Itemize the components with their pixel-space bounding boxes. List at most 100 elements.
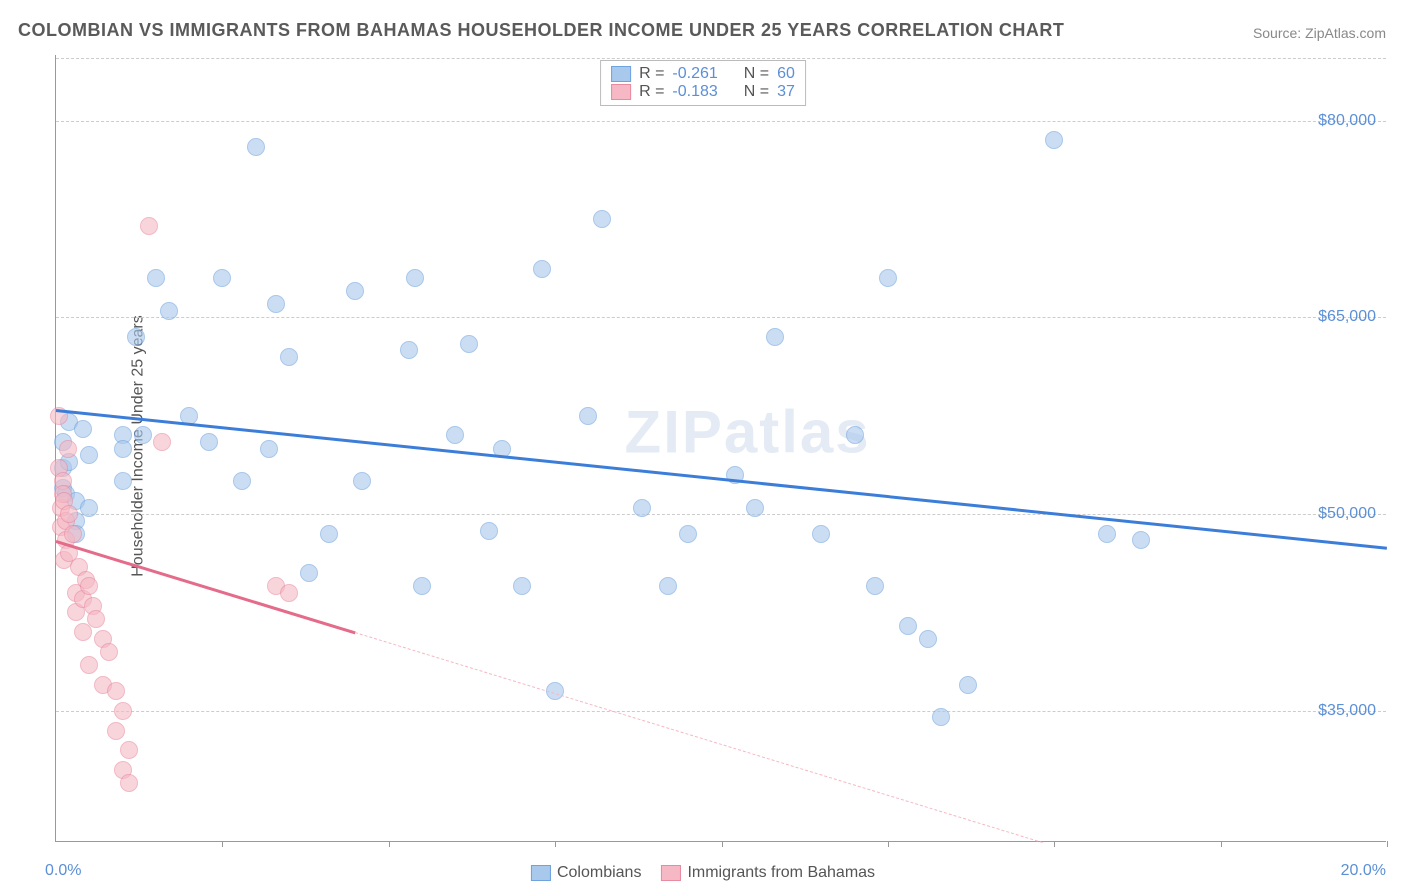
scatter-point [413, 577, 431, 595]
scatter-point [80, 446, 98, 464]
scatter-point [114, 702, 132, 720]
scatter-point [533, 260, 551, 278]
scatter-point [160, 302, 178, 320]
legend-r-value: -0.183 [672, 83, 717, 101]
scatter-point [64, 525, 82, 543]
x-axis-max-label: 20.0% [1341, 862, 1386, 880]
scatter-point [346, 282, 364, 300]
scatter-point [74, 420, 92, 438]
gridline [56, 514, 1386, 515]
scatter-point [633, 499, 651, 517]
source-link[interactable]: ZipAtlas.com [1305, 25, 1386, 41]
watermark: ZIPatlas [625, 398, 871, 467]
scatter-point [120, 741, 138, 759]
scatter-point [153, 433, 171, 451]
trend-line-dashed [355, 632, 1043, 843]
scatter-point [846, 426, 864, 444]
x-tick [722, 841, 723, 847]
scatter-point [280, 348, 298, 366]
source-prefix: Source: [1253, 25, 1305, 41]
scatter-point [866, 577, 884, 595]
y-tick-label: $80,000 [1318, 112, 1376, 130]
legend-swatch [611, 66, 631, 82]
x-tick [1221, 841, 1222, 847]
scatter-point [120, 774, 138, 792]
scatter-point [932, 708, 950, 726]
scatter-point [406, 269, 424, 287]
y-tick-label: $50,000 [1318, 505, 1376, 523]
x-tick [555, 841, 556, 847]
x-tick [222, 841, 223, 847]
scatter-point [400, 341, 418, 359]
scatter-point [127, 328, 145, 346]
scatter-point [659, 577, 677, 595]
scatter-point [460, 335, 478, 353]
plot-area: ZIPatlas $35,000 $50,000 $65,000 $80,000 [55, 55, 1386, 842]
x-axis-min-label: 0.0% [45, 862, 81, 880]
x-tick [1054, 841, 1055, 847]
gridline [56, 121, 1386, 122]
y-tick-label: $35,000 [1318, 702, 1376, 720]
series-legend: Colombians Immigrants from Bahamas [531, 864, 875, 882]
scatter-point [87, 610, 105, 628]
scatter-point [593, 210, 611, 228]
legend-row: R = -0.183 N = 37 [611, 83, 795, 101]
scatter-point [480, 522, 498, 540]
scatter-point [879, 269, 897, 287]
scatter-point [100, 643, 118, 661]
correlation-legend: R = -0.261 N = 60R = -0.183 N = 37 [600, 60, 806, 106]
scatter-point [766, 328, 784, 346]
scatter-point [320, 525, 338, 543]
scatter-point [59, 440, 77, 458]
scatter-point [134, 426, 152, 444]
gridline [56, 317, 1386, 318]
scatter-point [60, 505, 78, 523]
legend-n-value: 37 [777, 83, 795, 101]
source-attribution: Source: ZipAtlas.com [1253, 25, 1386, 41]
scatter-point [80, 577, 98, 595]
legend-swatch [661, 865, 681, 881]
scatter-point [446, 426, 464, 444]
scatter-point [1045, 131, 1063, 149]
scatter-point [107, 722, 125, 740]
scatter-point [353, 472, 371, 490]
legend-swatch [611, 84, 631, 100]
y-tick-label: $65,000 [1318, 308, 1376, 326]
trend-line [56, 409, 1387, 549]
scatter-point [147, 269, 165, 287]
x-tick [888, 841, 889, 847]
x-tick [1387, 841, 1388, 847]
legend-item: Immigrants from Bahamas [661, 864, 875, 882]
scatter-point [74, 623, 92, 641]
scatter-point [919, 630, 937, 648]
scatter-point [114, 440, 132, 458]
legend-n-value: 60 [777, 65, 795, 83]
scatter-point [513, 577, 531, 595]
scatter-point [260, 440, 278, 458]
scatter-point [80, 499, 98, 517]
legend-label: Colombians [557, 864, 641, 882]
scatter-point [1132, 531, 1150, 549]
scatter-point [899, 617, 917, 635]
legend-r-value: -0.261 [672, 65, 717, 83]
legend-n-label: N = [744, 83, 769, 101]
scatter-point [280, 584, 298, 602]
gridline [56, 58, 1386, 59]
scatter-point [1098, 525, 1116, 543]
scatter-point [812, 525, 830, 543]
scatter-point [300, 564, 318, 582]
chart-title: COLOMBIAN VS IMMIGRANTS FROM BAHAMAS HOU… [18, 20, 1064, 41]
legend-r-label: R = [639, 65, 664, 83]
gridline [56, 711, 1386, 712]
scatter-point [267, 295, 285, 313]
legend-r-label: R = [639, 83, 664, 101]
scatter-point [247, 138, 265, 156]
scatter-point [746, 499, 764, 517]
scatter-point [959, 676, 977, 694]
scatter-point [200, 433, 218, 451]
scatter-point [80, 656, 98, 674]
scatter-point [579, 407, 597, 425]
scatter-point [107, 682, 125, 700]
legend-item: Colombians [531, 864, 641, 882]
legend-swatch [531, 865, 551, 881]
